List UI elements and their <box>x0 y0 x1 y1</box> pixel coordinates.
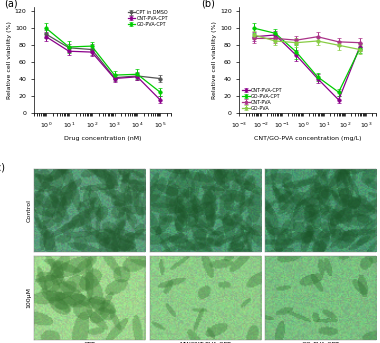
Y-axis label: Relative cell viability (%): Relative cell viability (%) <box>7 21 12 99</box>
Legend: CNT-PVA-CPT, GO-PVA-CPT, CNT-PVA, GO-PVA: CNT-PVA-CPT, GO-PVA-CPT, CNT-PVA, GO-PVA <box>242 87 283 111</box>
Text: (b): (b) <box>201 0 215 8</box>
Y-axis label: Relative cell viability (%): Relative cell viability (%) <box>212 21 217 99</box>
Y-axis label: Control: Control <box>27 199 32 222</box>
X-axis label: CNT/GO-PVA concentration (mg/L): CNT/GO-PVA concentration (mg/L) <box>254 136 361 141</box>
X-axis label: MWCNT-PVA-CPT: MWCNT-PVA-CPT <box>179 342 231 343</box>
X-axis label: GO-PVA-CPT: GO-PVA-CPT <box>302 342 340 343</box>
Text: (c): (c) <box>0 162 5 172</box>
Legend: CPT in DMSO, CNT-PVA-CPT, GO-PVA-CPT: CPT in DMSO, CNT-PVA-CPT, GO-PVA-CPT <box>127 9 169 27</box>
Text: (a): (a) <box>4 0 18 8</box>
Y-axis label: 100μM: 100μM <box>27 287 32 308</box>
X-axis label: Drug concentration (nM): Drug concentration (nM) <box>64 136 141 141</box>
X-axis label: CPT: CPT <box>84 342 96 343</box>
